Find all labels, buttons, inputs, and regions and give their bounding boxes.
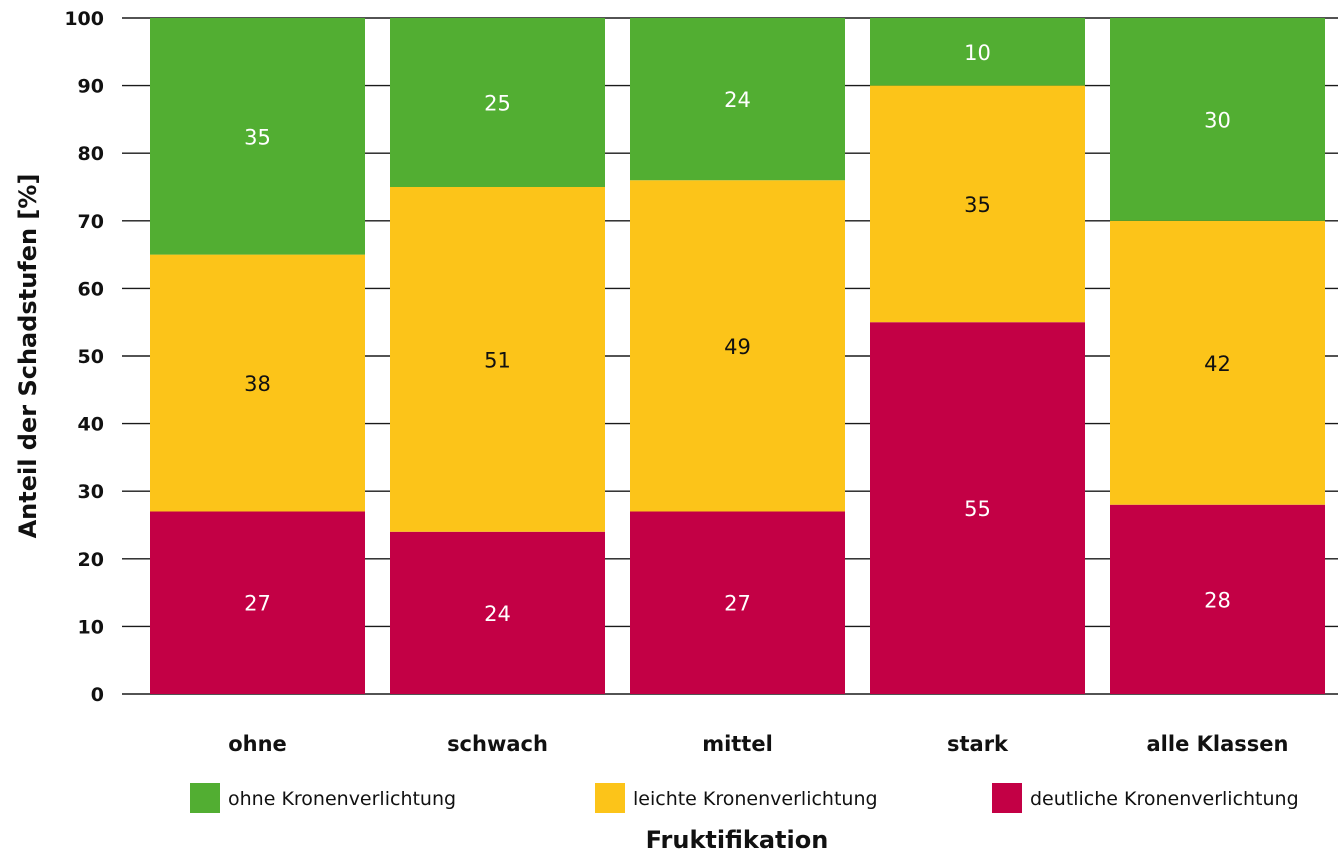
bar-segment (1110, 220, 1325, 505)
bar-segment (150, 254, 365, 512)
data-label: 27 (244, 592, 271, 616)
y-axis-ticks: 0 10 20 30 40 50 60 70 80 90 100 (64, 8, 104, 706)
bar-segment (390, 18, 605, 187)
legend-item: leichte Kronenverlichtung (595, 783, 878, 813)
y-tick-label: 100 (64, 8, 104, 30)
y-axis-title: Anteil der Schadstufen [%] (14, 174, 42, 539)
legend-label: ohne Kronenverlichtung (228, 788, 456, 810)
legend-swatch (992, 783, 1022, 813)
data-label: 24 (724, 88, 751, 112)
bar-segment (630, 511, 845, 694)
x-axis-title: Fruktifikation (646, 826, 829, 854)
data-label: 42 (1204, 352, 1231, 376)
y-tick-label: 90 (78, 76, 104, 98)
legend-label: leichte Kronenverlichtung (633, 788, 878, 810)
legend: ohne Kronenverlichtung leichte Kronenverl… (190, 783, 1299, 813)
data-label: 35 (964, 193, 991, 217)
bar-segment (150, 18, 365, 255)
x-axis-categories: ohne schwach mittel stark alle Klassen (228, 732, 1288, 756)
data-label: 28 (1204, 588, 1231, 612)
data-label: 30 (1204, 108, 1231, 132)
legend-item: ohne Kronenverlichtung (190, 783, 456, 813)
bar-segment (630, 18, 845, 181)
data-label: 35 (244, 125, 271, 149)
bar-segment (1110, 504, 1325, 694)
bar-segment (150, 511, 365, 694)
data-label: 38 (244, 372, 271, 396)
y-tick-label: 50 (78, 346, 104, 368)
data-label: 51 (484, 348, 511, 372)
legend-item: deutliche Kronenverlichtung (992, 783, 1299, 813)
x-category-label: stark (947, 732, 1009, 756)
bar-segment (1110, 18, 1325, 221)
data-label: 10 (964, 41, 991, 65)
bar-segment (870, 322, 1085, 694)
x-category-label: schwach (447, 732, 548, 756)
data-label: 25 (484, 92, 511, 116)
x-category-label: ohne (228, 732, 287, 756)
bar-segment (870, 18, 1085, 86)
bars: 27 38 35 24 51 25 27 49 24 55 35 10 28 42 30 (150, 18, 1325, 694)
y-tick-label: 80 (78, 143, 104, 165)
y-tick-label: 0 (91, 684, 104, 706)
x-category-label: mittel (702, 732, 773, 756)
y-tick-label: 20 (78, 549, 104, 571)
bar-segment (870, 85, 1085, 323)
x-category-label: alle Klassen (1147, 732, 1289, 756)
data-label: 27 (724, 592, 751, 616)
bar-segment (390, 187, 605, 532)
legend-swatch (190, 783, 220, 813)
data-label: 49 (724, 335, 751, 359)
data-label: 55 (964, 497, 991, 521)
y-tick-label: 60 (78, 278, 104, 300)
data-label: 24 (484, 602, 511, 626)
bar-segment (630, 180, 845, 512)
y-tick-label: 70 (78, 211, 104, 233)
legend-swatch (595, 783, 625, 813)
y-tick-label: 10 (78, 616, 104, 638)
y-tick-label: 40 (78, 414, 104, 436)
y-tick-label: 30 (78, 481, 104, 503)
legend-label: deutliche Kronenverlichtung (1030, 788, 1299, 810)
bar-segment (390, 531, 605, 694)
